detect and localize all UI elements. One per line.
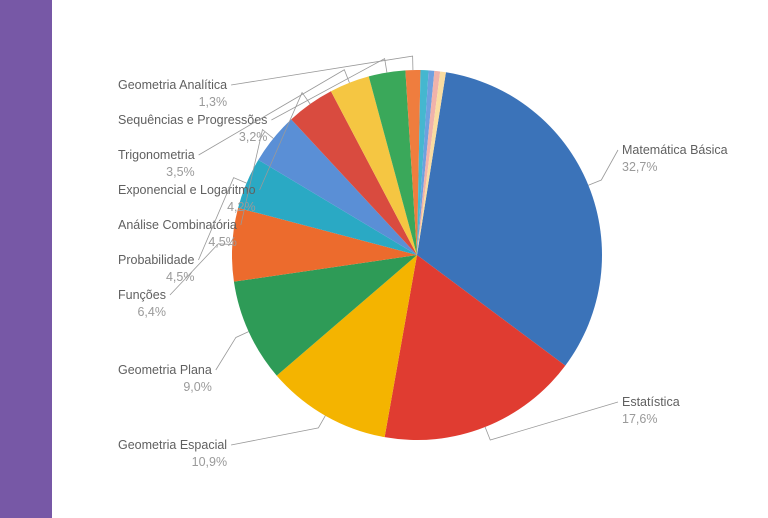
chart-label-pct: 1,3% xyxy=(118,94,227,111)
sidebar: MATEMÁTICA xyxy=(0,0,52,518)
chart-label: Funções6,4% xyxy=(118,287,166,321)
chart-label-name: Exponencial e Logaritmo xyxy=(118,182,256,199)
chart-label-pct: 3,5% xyxy=(118,164,195,181)
chart-label: Geometria Analítica1,3% xyxy=(118,77,227,111)
chart-label: Análise Combinatória4,5% xyxy=(118,217,237,251)
chart-label-pct: 4,5% xyxy=(118,234,237,251)
chart-label-name: Análise Combinatória xyxy=(118,217,237,234)
chart-label-pct: 10,9% xyxy=(118,454,227,471)
pie-chart xyxy=(232,70,602,440)
chart-label-pct: 4,2% xyxy=(118,199,256,216)
chart-label-pct: 17,6% xyxy=(622,411,680,428)
chart-label-name: Matemática Básica xyxy=(622,142,728,159)
chart-label: Exponencial e Logaritmo4,2% xyxy=(118,182,256,216)
chart-label-name: Geometria Analítica xyxy=(118,77,227,94)
chart-area: Matemática Básica32,7% Estatística17,6% Ge… xyxy=(52,0,768,518)
chart-label-name: Trigonometria xyxy=(118,147,195,164)
chart-label: Sequências e Progressões3,2% xyxy=(118,112,267,146)
chart-label-pct: 9,0% xyxy=(118,379,212,396)
chart-label: Geometria Espacial10,9% xyxy=(118,437,227,471)
chart-label-pct: 3,2% xyxy=(118,129,267,146)
chart-label-name: Funções xyxy=(118,287,166,304)
chart-label: Estatística17,6% xyxy=(622,394,680,428)
chart-label-name: Geometria Plana xyxy=(118,362,212,379)
chart-label-name: Geometria Espacial xyxy=(118,437,227,454)
chart-label-name: Probabilidade xyxy=(118,252,194,269)
chart-label: Geometria Plana9,0% xyxy=(118,362,212,396)
chart-label: Matemática Básica32,7% xyxy=(622,142,728,176)
chart-label-name: Estatística xyxy=(622,394,680,411)
chart-label-name: Sequências e Progressões xyxy=(118,112,267,129)
chart-label-pct: 4,5% xyxy=(118,269,194,286)
chart-label: Trigonometria3,5% xyxy=(118,147,195,181)
chart-label: Probabilidade4,5% xyxy=(118,252,194,286)
chart-label-pct: 32,7% xyxy=(622,159,728,176)
chart-label-pct: 6,4% xyxy=(118,304,166,321)
